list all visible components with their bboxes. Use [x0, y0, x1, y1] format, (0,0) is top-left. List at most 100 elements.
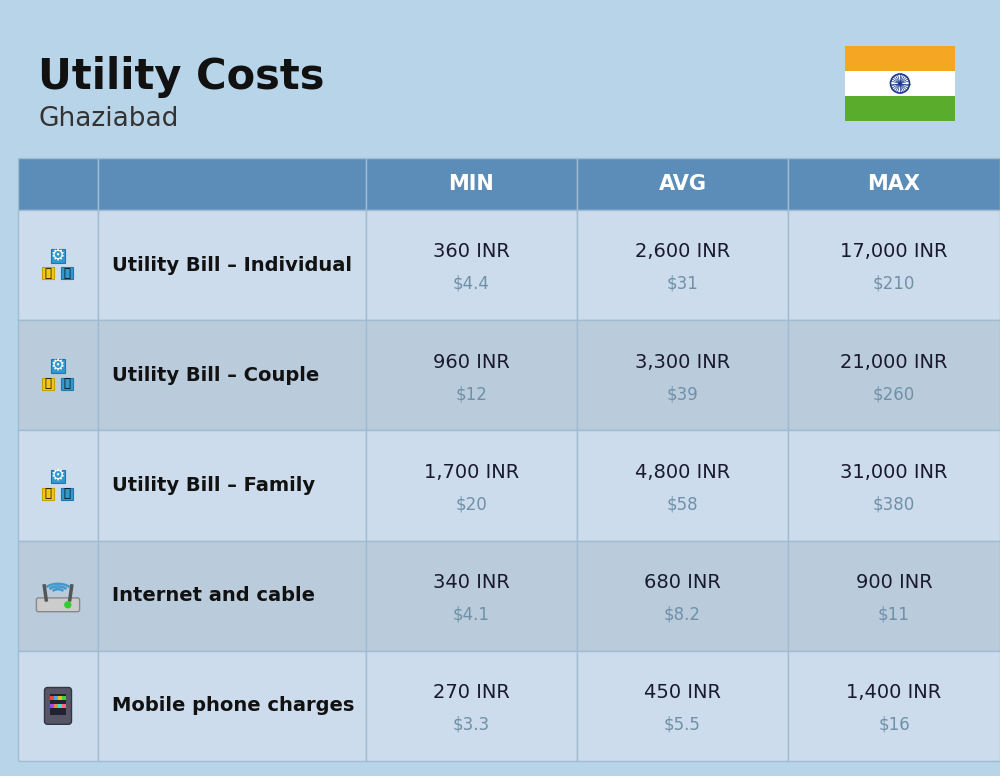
- Bar: [50, 704, 54, 708]
- Bar: [42, 488, 54, 500]
- Bar: [577, 541, 788, 651]
- Text: 960 INR: 960 INR: [433, 352, 510, 372]
- Bar: [18, 651, 98, 761]
- Bar: [366, 158, 577, 210]
- Text: 4,800 INR: 4,800 INR: [635, 462, 730, 482]
- Bar: [61, 378, 73, 390]
- Bar: [51, 469, 65, 483]
- Bar: [577, 320, 788, 431]
- Text: ⚙: ⚙: [51, 469, 65, 484]
- Text: $4.1: $4.1: [453, 605, 490, 623]
- Circle shape: [65, 602, 71, 608]
- Bar: [51, 249, 65, 263]
- Text: 1,700 INR: 1,700 INR: [424, 462, 519, 482]
- Text: 900 INR: 900 INR: [856, 573, 932, 592]
- Text: ⚙: ⚙: [51, 248, 65, 263]
- Text: 450 INR: 450 INR: [644, 683, 721, 702]
- Bar: [18, 158, 98, 210]
- Text: $380: $380: [873, 495, 915, 513]
- Text: $16: $16: [878, 715, 910, 733]
- Circle shape: [899, 82, 901, 85]
- Text: 31,000 INR: 31,000 INR: [840, 462, 948, 482]
- Text: $260: $260: [873, 385, 915, 403]
- Text: 270 INR: 270 INR: [433, 683, 510, 702]
- Text: ⚙: ⚙: [51, 359, 65, 374]
- Text: $12: $12: [456, 385, 487, 403]
- Text: 🔌: 🔌: [64, 267, 70, 280]
- Bar: [845, 96, 955, 121]
- Bar: [62, 696, 66, 700]
- Text: $210: $210: [873, 275, 915, 293]
- Bar: [788, 210, 1000, 320]
- Text: $4.4: $4.4: [453, 275, 490, 293]
- Bar: [366, 320, 577, 431]
- Text: $58: $58: [667, 495, 698, 513]
- Bar: [18, 210, 98, 320]
- Bar: [577, 210, 788, 320]
- Bar: [54, 696, 58, 700]
- Text: 1,400 INR: 1,400 INR: [846, 683, 942, 702]
- Text: $31: $31: [667, 275, 698, 293]
- Text: 🔧: 🔧: [45, 377, 52, 390]
- Text: 🔧: 🔧: [45, 487, 52, 501]
- Bar: [58, 704, 62, 708]
- Text: 2,600 INR: 2,600 INR: [635, 242, 730, 262]
- Bar: [51, 359, 65, 373]
- Bar: [366, 210, 577, 320]
- Text: AVG: AVG: [658, 174, 706, 194]
- Bar: [18, 541, 98, 651]
- Text: 340 INR: 340 INR: [433, 573, 510, 592]
- Text: Utility Bill – Couple: Utility Bill – Couple: [112, 365, 319, 385]
- Bar: [788, 651, 1000, 761]
- Bar: [58, 696, 62, 700]
- Bar: [42, 378, 54, 390]
- Bar: [98, 651, 366, 761]
- Text: Internet and cable: Internet and cable: [112, 586, 315, 605]
- Bar: [98, 541, 366, 651]
- Text: Utility Bill – Individual: Utility Bill – Individual: [112, 255, 352, 275]
- Text: $5.5: $5.5: [664, 715, 701, 733]
- FancyBboxPatch shape: [44, 688, 72, 724]
- Bar: [18, 431, 98, 541]
- Bar: [42, 268, 54, 279]
- Text: 17,000 INR: 17,000 INR: [840, 242, 948, 262]
- Bar: [788, 431, 1000, 541]
- Bar: [62, 704, 66, 708]
- Bar: [54, 704, 58, 708]
- Bar: [50, 695, 66, 715]
- Text: 680 INR: 680 INR: [644, 573, 721, 592]
- Bar: [366, 431, 577, 541]
- Bar: [845, 46, 955, 71]
- Bar: [845, 71, 955, 96]
- Text: 360 INR: 360 INR: [433, 242, 510, 262]
- Bar: [98, 320, 366, 431]
- Bar: [788, 320, 1000, 431]
- Text: $39: $39: [667, 385, 698, 403]
- Text: $20: $20: [456, 495, 487, 513]
- Text: MIN: MIN: [449, 174, 494, 194]
- Bar: [61, 268, 73, 279]
- Text: $8.2: $8.2: [664, 605, 701, 623]
- Bar: [577, 431, 788, 541]
- Text: 🔧: 🔧: [45, 267, 52, 280]
- Bar: [577, 158, 788, 210]
- Bar: [18, 320, 98, 431]
- Bar: [98, 158, 366, 210]
- Bar: [788, 158, 1000, 210]
- Bar: [788, 541, 1000, 651]
- Text: 🔌: 🔌: [64, 377, 70, 390]
- Bar: [61, 488, 73, 500]
- Text: 3,300 INR: 3,300 INR: [635, 352, 730, 372]
- Text: MAX: MAX: [868, 174, 920, 194]
- Bar: [98, 431, 366, 541]
- Bar: [98, 210, 366, 320]
- Text: Mobile phone charges: Mobile phone charges: [112, 696, 354, 715]
- Text: Utility Bill – Family: Utility Bill – Family: [112, 476, 315, 495]
- Text: 🔌: 🔌: [64, 487, 70, 501]
- Bar: [50, 696, 54, 700]
- Text: Ghaziabad: Ghaziabad: [38, 106, 178, 132]
- Text: Utility Costs: Utility Costs: [38, 56, 324, 98]
- Text: $3.3: $3.3: [453, 715, 490, 733]
- Bar: [366, 541, 577, 651]
- FancyBboxPatch shape: [36, 598, 80, 611]
